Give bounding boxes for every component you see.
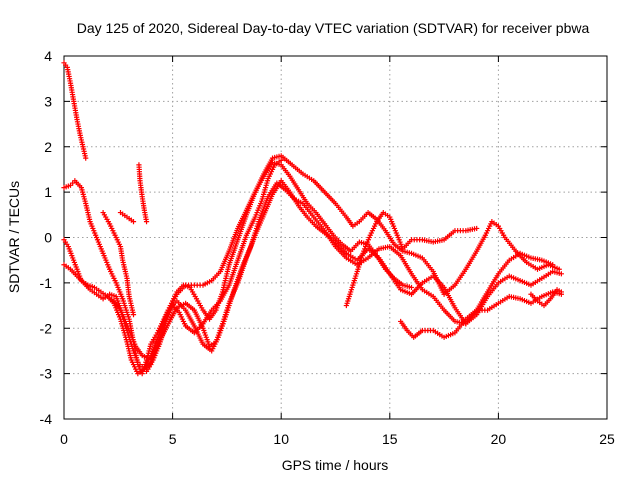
data-point: [558, 289, 564, 295]
y-tick-label: 2: [44, 139, 52, 155]
y-tick-label: 3: [44, 93, 52, 109]
y-axis-label: SDTVAR / TECUs: [6, 181, 22, 293]
y-tick-label: -4: [40, 411, 53, 427]
data-points: [61, 60, 564, 377]
data-point: [83, 155, 89, 161]
data-point: [130, 312, 137, 318]
data-point: [408, 284, 415, 291]
chart-title: Day 125 of 2020, Sidereal Day-to-day VTE…: [77, 20, 590, 36]
data-point: [130, 219, 137, 225]
x-axis-label: GPS time / hours: [282, 457, 389, 473]
x-tick-label: 20: [491, 431, 507, 447]
x-tick-labels: 0 5 10 15 20 25: [60, 431, 615, 447]
data-point: [474, 225, 480, 232]
y-tick-label: -3: [40, 366, 53, 382]
data-point: [143, 219, 150, 225]
y-tick-label: -2: [40, 320, 53, 336]
x-tick-label: 10: [273, 431, 289, 447]
data-point: [550, 262, 556, 268]
y-tick-label: 0: [44, 230, 52, 246]
y-tick-label: -1: [40, 275, 53, 291]
y-tick-label: 1: [44, 184, 52, 200]
y-tick-labels: -4 -3 -2 -1 0 1 2 3 4: [40, 48, 53, 427]
axis-ticks: [63, 55, 608, 420]
data-point: [278, 157, 284, 163]
y-tick-label: 4: [44, 48, 52, 64]
data-point: [558, 271, 564, 277]
x-tick-label: 25: [599, 431, 615, 447]
x-tick-label: 5: [169, 431, 177, 447]
x-tick-label: 15: [382, 431, 398, 447]
x-tick-label: 0: [60, 431, 68, 447]
